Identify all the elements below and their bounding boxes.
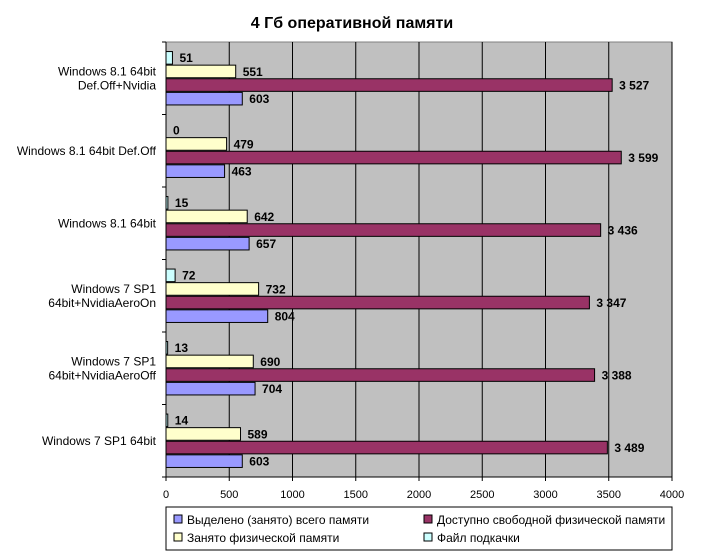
bar [165,309,269,323]
data-label: 804 [275,309,295,323]
x-tick-label: 4000 [660,489,684,501]
data-label: 3 436 [608,223,638,237]
x-tick-label: 3500 [597,489,621,501]
legend-label: Выделено (занято) всего памяти [187,513,369,527]
bar [165,196,169,210]
data-label: 3 599 [628,151,658,165]
data-label: 690 [260,355,280,369]
data-label: 3 388 [602,368,632,382]
chart-title: 4 Гб оперативной памяти [251,15,453,32]
category-label: Windows 8.1 64bit Def.Off+Nvidia [58,64,157,92]
data-label: 13 [175,341,189,355]
legend-label: Доступно свободной физической памяти [437,513,665,527]
legend-swatch [173,514,183,524]
x-tick-label: 1500 [344,489,368,501]
bar [165,341,169,355]
data-label: 551 [243,65,263,79]
category-label: Windows 7 SP1 64bit [42,434,157,448]
x-tick-label: 0 [163,489,169,501]
category-label: Windows 8.1 64bit Def.Off [17,144,157,158]
bar [165,78,613,92]
legend-label: Занято физической памяти [187,531,339,545]
x-tick-label: 2000 [407,489,431,501]
data-label: 3 489 [614,441,644,455]
bar [165,381,256,396]
bar [165,295,590,310]
bar [165,51,173,65]
bar [165,150,622,165]
data-label: 642 [254,210,274,224]
data-label: 463 [232,164,252,178]
data-label: 732 [266,282,286,296]
data-label: 51 [179,51,193,65]
data-label: 657 [256,237,276,251]
bar [165,368,596,382]
bar [165,91,243,106]
bar [165,354,254,369]
x-tick-label: 3000 [533,489,557,501]
data-label: 603 [249,454,269,468]
bar [165,413,169,428]
data-label: 72 [182,269,196,283]
category-label: Windows 7 SP1 64bit+NvidiaAeroOff [48,354,156,382]
category-label: Windows 7 SP1 64bit+NvidiaAeroOn [48,282,156,310]
bar [165,454,243,468]
data-label: 14 [175,414,189,428]
data-label: 479 [234,137,254,151]
bar [165,282,260,296]
bar [165,209,248,224]
bar [165,164,226,178]
data-label: 0 [173,124,180,138]
x-tick-label: 2500 [470,489,494,501]
category-label: Windows 8.1 64bit [58,216,157,230]
data-label: 3 347 [596,296,626,310]
data-label: 15 [175,196,189,210]
legend-box [165,506,673,551]
bar [165,137,228,151]
data-label: 3 527 [619,78,649,92]
x-tick-label: 500 [220,489,238,501]
legend-swatch [423,514,433,524]
legend-label: Файл подкачки [437,531,520,545]
bar [165,223,602,237]
bar [165,268,176,283]
bar [165,64,237,79]
bar [165,236,250,251]
data-label: 704 [262,382,282,396]
bar [165,440,608,455]
legend-swatch [173,532,183,542]
legend-swatch [423,532,433,542]
data-label: 589 [248,427,268,441]
bar [165,427,242,441]
data-label: 603 [249,92,269,106]
x-tick-label: 1000 [280,489,304,501]
